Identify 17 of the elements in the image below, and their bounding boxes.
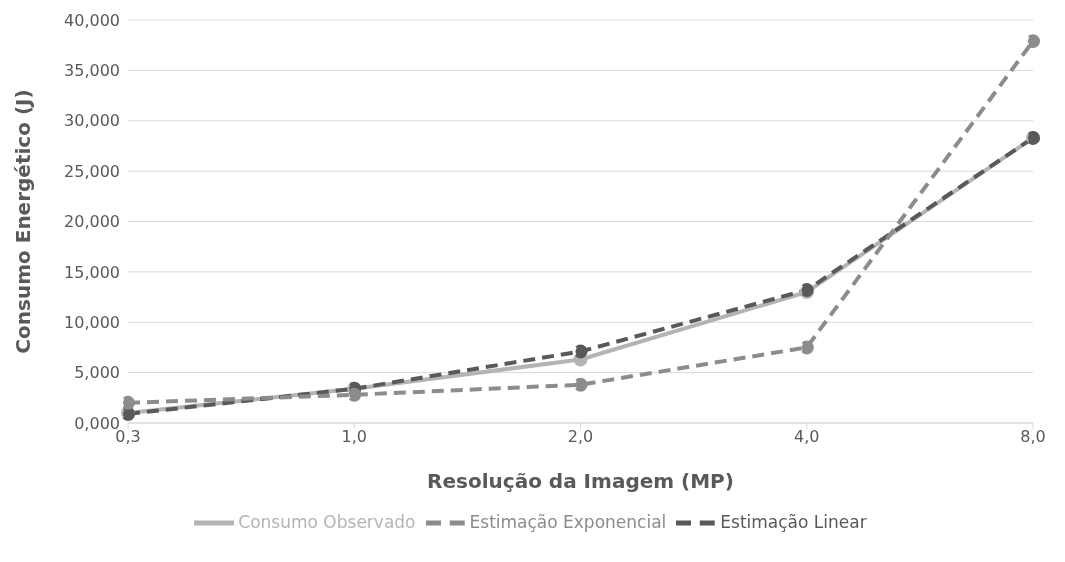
y-tick-label: 15,000 — [64, 262, 120, 282]
x-axis-title: Resolução da Imagem (MP) — [427, 469, 734, 493]
x-tick-label: 1,0 — [341, 427, 367, 447]
x-tick-label: 8,0 — [1020, 427, 1046, 447]
y-tick-label: 20,000 — [64, 212, 120, 232]
y-tick-label: 25,000 — [64, 161, 120, 181]
y-tick-label: 5,000 — [74, 363, 120, 383]
y-tick-label: 40,000 — [64, 10, 120, 30]
x-tick-label: 4,0 — [794, 427, 820, 447]
y-tick-label: 30,000 — [64, 111, 120, 131]
y-tick-label: 35,000 — [64, 61, 120, 81]
legend-label: Consumo Observado — [238, 512, 416, 532]
legend-label: Estimação Linear — [720, 512, 867, 532]
y-tick-label: 10,000 — [64, 312, 120, 332]
y-axis-title: Consumo Energético (J) — [11, 89, 36, 354]
x-tick-label: 2,0 — [567, 427, 594, 447]
legend-label: Estimação Exponencial — [469, 512, 667, 532]
